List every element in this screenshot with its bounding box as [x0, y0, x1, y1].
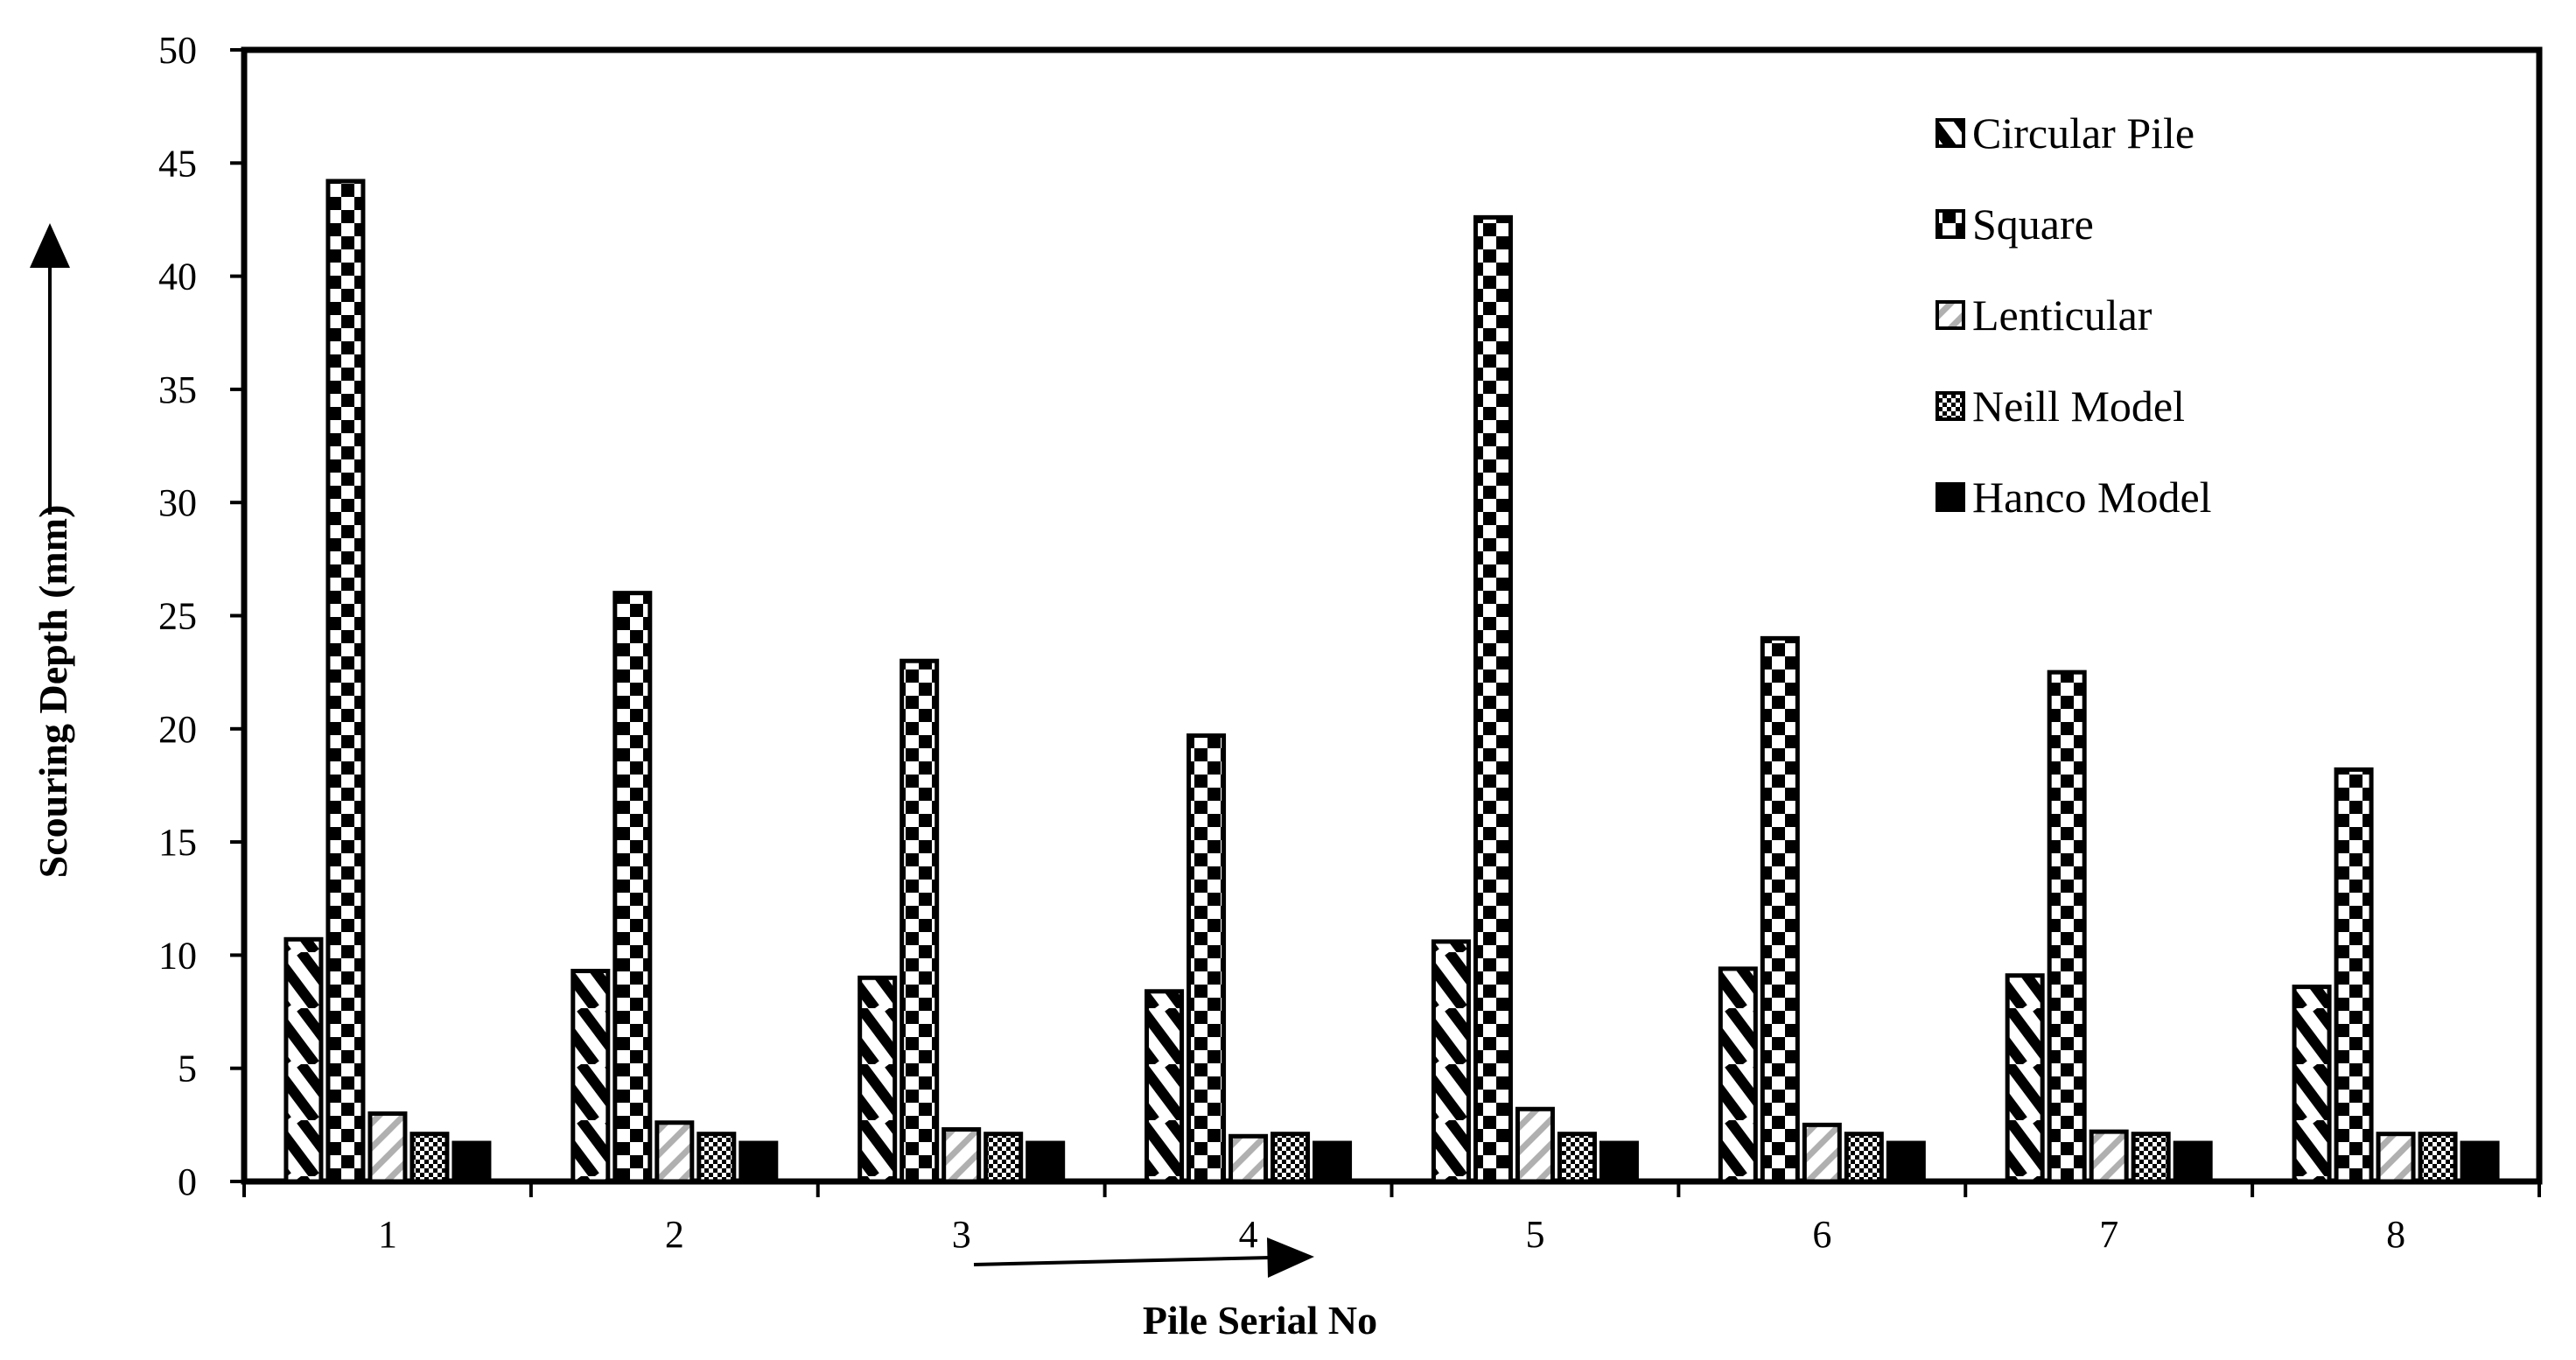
- y-tick-label: 40: [158, 256, 197, 298]
- y-axis-ticks: 0 5 10 15 20 25 30 35 40 45 50: [158, 29, 244, 1203]
- x-tick-label: 5: [1525, 1213, 1544, 1256]
- x-axis-title: Pile Serial No: [1143, 1298, 1377, 1342]
- y-tick-label: 0: [178, 1160, 197, 1203]
- bar-lenticular-2: [654, 1120, 695, 1184]
- bar-neill-model-1: [410, 1132, 450, 1184]
- bar-lenticular-1: [368, 1111, 408, 1184]
- bar-circular-pile-3: [858, 975, 898, 1184]
- bar-circular-pile-1: [284, 936, 324, 1184]
- x-axis-arrow-icon: [973, 1237, 1314, 1278]
- bar-square-2: [612, 591, 653, 1184]
- bar-circular-pile-6: [1718, 966, 1758, 1184]
- bar-circular-pile-5: [1431, 939, 1471, 1184]
- bar-circular-pile-7: [2005, 973, 2045, 1184]
- x-tick-label: 6: [1812, 1213, 1831, 1256]
- y-tick-label: 20: [158, 708, 197, 751]
- bar-square-4: [1186, 733, 1227, 1184]
- bar-neill-model-2: [696, 1132, 737, 1184]
- legend-label: Lenticular: [1972, 291, 2152, 340]
- bar-hanco-model-4: [1312, 1140, 1353, 1184]
- bar-square-6: [1760, 635, 1800, 1184]
- y-tick-label: 30: [158, 481, 197, 524]
- bar-hanco-model-3: [1026, 1140, 1066, 1184]
- x-tick-label: 8: [2386, 1213, 2405, 1256]
- y-tick-label: 5: [178, 1048, 197, 1090]
- bar-lenticular-5: [1515, 1106, 1555, 1184]
- y-axis-arrow-icon: [30, 223, 70, 515]
- bar-square-7: [2047, 669, 2087, 1184]
- x-axis-ticks: 1 2 3 4 5 6 7 8: [242, 1181, 2541, 1256]
- bar-square-5: [1473, 214, 1513, 1184]
- legend: Circular Pile Square Lenticular Neill Model…: [1936, 109, 2212, 522]
- legend-swatch: [1936, 482, 1965, 512]
- bar-neill-model-5: [1557, 1132, 1597, 1184]
- bar-neill-model-3: [984, 1132, 1024, 1184]
- legend-swatch: [1936, 300, 1965, 330]
- bar-neill-model-4: [1270, 1132, 1311, 1184]
- y-tick-label: 45: [158, 142, 197, 185]
- legend-swatch: [1936, 209, 1965, 239]
- y-tick-label: 50: [158, 29, 197, 72]
- bar-lenticular-3: [942, 1127, 982, 1184]
- bar-hanco-model-1: [452, 1140, 492, 1184]
- bar-circular-pile-4: [1144, 989, 1185, 1184]
- bar-square-1: [326, 179, 366, 1184]
- x-tick-label: 2: [665, 1213, 684, 1256]
- bar-hanco-model-6: [1886, 1140, 1926, 1184]
- bar-lenticular-4: [1228, 1133, 1269, 1184]
- bar-lenticular-6: [1802, 1122, 1842, 1184]
- y-axis-title: Scouring Depth (mm): [31, 505, 75, 879]
- y-tick-label: 25: [158, 595, 197, 638]
- bar-lenticular-7: [2089, 1129, 2129, 1184]
- bar-neill-model-6: [1844, 1132, 1884, 1184]
- bar-circular-pile-2: [570, 969, 611, 1184]
- legend-label: Hanco Model: [1972, 473, 2212, 522]
- legend-swatch: [1936, 391, 1965, 421]
- x-tick-label: 1: [378, 1213, 397, 1256]
- bar-neill-model-8: [2418, 1132, 2458, 1184]
- legend-label: Neill Model: [1972, 382, 2185, 431]
- x-tick-label: 4: [1239, 1213, 1258, 1256]
- legend-label: Circular Pile: [1972, 109, 2194, 158]
- bar-lenticular-8: [2376, 1132, 2416, 1184]
- bar-neill-model-7: [2131, 1132, 2171, 1184]
- bar-hanco-model-7: [2173, 1140, 2213, 1184]
- bar-hanco-model-2: [738, 1140, 779, 1184]
- legend-label: Square: [1972, 200, 2094, 249]
- bars-group: [284, 179, 2500, 1184]
- y-tick-label: 35: [158, 368, 197, 411]
- bar-hanco-model-5: [1599, 1140, 1639, 1184]
- bar-hanco-model-8: [2460, 1140, 2500, 1184]
- legend-swatch: [1936, 118, 1965, 148]
- bar-circular-pile-8: [2292, 985, 2332, 1184]
- bar-square-8: [2334, 767, 2374, 1184]
- y-tick-label: 15: [158, 821, 197, 864]
- x-tick-label: 7: [2099, 1213, 2118, 1256]
- y-tick-label: 10: [158, 934, 197, 977]
- bar-square-3: [900, 658, 940, 1184]
- x-tick-label: 3: [952, 1213, 971, 1256]
